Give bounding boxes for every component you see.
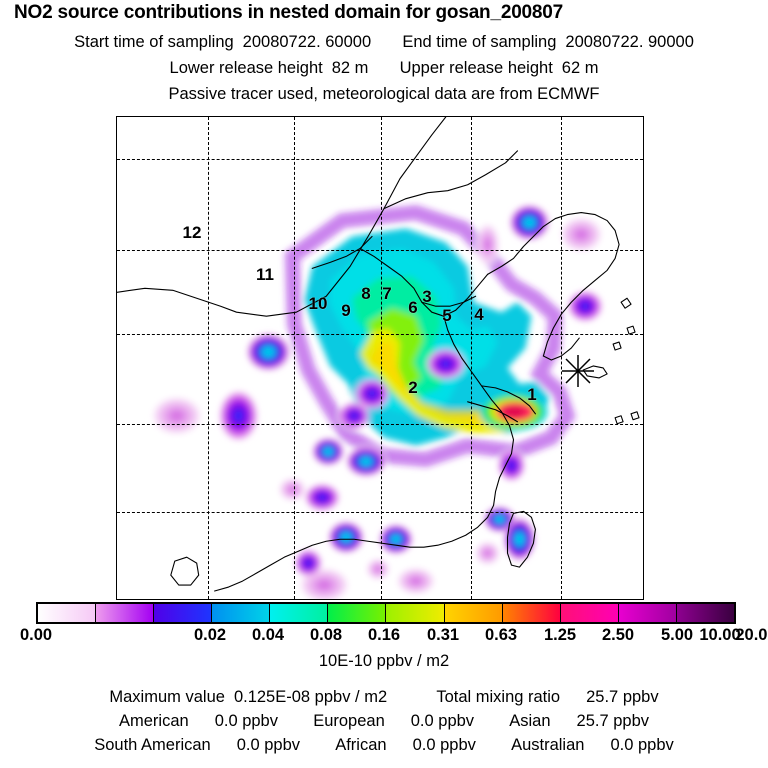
gridline-vertical-2 [381, 117, 382, 599]
colorbar-segment-4 [270, 604, 329, 622]
colorbar-segment-10 [618, 604, 677, 622]
tracer-note: Passive tracer used, meteorological data… [168, 85, 600, 103]
start-time-value: 20080722. 60000 [242, 33, 372, 51]
start-time-label: Start time of sampling [74, 33, 234, 51]
region-value-asian: 25.7 ppbv [576, 712, 650, 730]
colorbar-segment-6 [386, 604, 445, 622]
source-region-label-1: 1 [527, 385, 537, 404]
colorbar-tick-5-00: 5.00 [660, 626, 694, 644]
colorbar-segment-8 [502, 604, 561, 622]
region-value-south-american: 0.0 ppbv [236, 736, 301, 754]
gridline-horizontal-3 [117, 424, 643, 425]
end-time-label: End time of sampling [402, 33, 557, 51]
source-region-label-7: 7 [382, 284, 392, 303]
gridline-horizontal-2 [117, 334, 643, 335]
source-region-label-9: 9 [341, 301, 351, 320]
map-panel: 1 2 3 4 5 6 7 8 9 10 11 12 [116, 116, 644, 600]
sampling-time-row: Start time of sampling 20080722. 60000 En… [0, 33, 768, 52]
gridline-vertical-0 [208, 117, 209, 599]
colorbar-segment-11 [676, 604, 734, 622]
colorbar-tick-0-63: 0.63 [484, 626, 518, 644]
lower-release-label: Lower release height [169, 59, 323, 77]
colorbar-tick-20-00: 20.00 [735, 626, 768, 644]
colorbar-tick-0-31: 0.31 [426, 626, 460, 644]
total-mixing-ratio-label: Total mixing ratio [436, 688, 561, 706]
colorbar-unit-label: 10E-10 ppbv / m2 [318, 652, 450, 670]
page-title: NO2 source contributions in nested domai… [14, 2, 564, 23]
concentration-field [150, 204, 604, 599]
colorbar-tick-2-50: 2.50 [601, 626, 635, 644]
region-value-australian: 0.0 ppbv [610, 736, 674, 754]
region-label-australian: Australian [511, 736, 585, 754]
colorbar-tick-0-00: 0.00 [19, 626, 53, 644]
source-region-label-11: 11 [256, 265, 274, 284]
gridline-horizontal-4 [117, 512, 643, 513]
footer-summary-row: Maximum value 0.125E-08 ppbv / m2 Total m… [0, 688, 768, 707]
region-label-african: African [335, 736, 387, 754]
source-region-label-10: 10 [308, 294, 328, 313]
maximum-value: 0.125E-08 ppbv / m2 [233, 688, 388, 706]
gridline-vertical-3 [471, 117, 472, 599]
total-mixing-ratio-value: 25.7 ppbv [586, 688, 659, 706]
colorbar-segment-2 [154, 604, 213, 622]
release-height-row: Lower release height 82 m Upper release h… [0, 59, 768, 78]
region-value-american: 0.0 ppbv [214, 712, 278, 730]
colorbar-segment-0 [38, 604, 97, 622]
footer-region-row-2: South American 0.0 ppbv African 0.0 ppbv A… [0, 736, 768, 755]
colorbar-tick-labels: 0.00 0.02 0.04 0.08 0.16 0.31 0.63 1.25 2.50 5.00… [0, 626, 768, 648]
region-label-european: European [313, 712, 385, 730]
colorbar [36, 602, 736, 624]
gridline-horizontal-0 [117, 159, 643, 160]
source-region-label-12: 12 [182, 223, 202, 242]
colorbar-segment-9 [560, 604, 619, 622]
colorbar-segment-7 [444, 604, 503, 622]
colorbar-tick-0-02: 0.02 [193, 626, 227, 644]
lower-release-value: 82 m [331, 59, 369, 77]
region-label-american: American [118, 712, 189, 730]
colorbar-tick-10-00: 10.00 [699, 626, 741, 644]
end-time-value: 20080722. 90000 [565, 33, 694, 51]
gridline-vertical-4 [561, 117, 562, 599]
footer-region-row-1: American 0.0 ppbv European 0.0 ppbv Asian 2… [0, 712, 768, 731]
gridline-horizontal-1 [117, 250, 643, 251]
colorbar-gradient [36, 602, 736, 624]
region-value-european: 0.0 ppbv [410, 712, 475, 730]
region-label-asian: Asian [509, 712, 551, 730]
source-region-label-8: 8 [361, 284, 371, 303]
source-region-label-4: 4 [474, 305, 484, 324]
upper-release-value: 62 m [561, 59, 599, 77]
region-value-african: 0.0 ppbv [412, 736, 476, 754]
colorbar-segment-3 [212, 604, 271, 622]
colorbar-tick-0-08: 0.08 [309, 626, 343, 644]
source-region-label-2: 2 [408, 378, 418, 397]
source-region-label-6: 6 [408, 298, 418, 317]
upper-release-label: Upper release height [399, 59, 553, 77]
source-region-label-5: 5 [442, 306, 452, 325]
colorbar-segment-5 [328, 604, 387, 622]
colorbar-segment-1 [96, 604, 155, 622]
colorbar-tick-0-16: 0.16 [367, 626, 401, 644]
colorbar-tick-1-25: 1.25 [543, 626, 577, 644]
coastline-overlay [117, 117, 640, 592]
station-marker-asterisk [562, 355, 594, 387]
gridline-vertical-1 [294, 117, 295, 599]
colorbar-tick-0-04: 0.04 [251, 626, 285, 644]
region-label-south-american: South American [94, 736, 211, 754]
source-region-label-3: 3 [422, 287, 432, 306]
maximum-value-label: Maximum value [109, 688, 225, 706]
